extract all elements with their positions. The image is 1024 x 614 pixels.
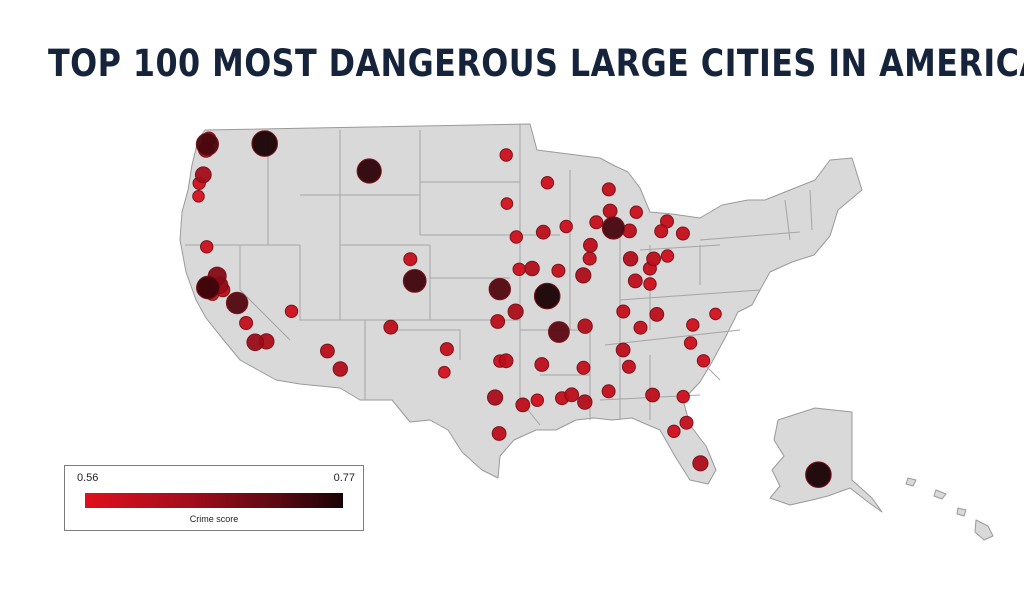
border-line (809, 189, 813, 231)
legend-max-label: 0.77 (333, 472, 355, 484)
border-line (619, 289, 761, 301)
border-line (239, 244, 291, 341)
page-title: TOP 100 MOST DANGEROUS LARGE CITIES IN A… (48, 42, 1024, 85)
city-marker (633, 320, 648, 335)
city-marker (692, 455, 709, 472)
city-marker (507, 303, 524, 320)
city-marker (667, 424, 681, 438)
border-line (784, 199, 791, 241)
city-marker (194, 166, 212, 184)
city-marker (512, 262, 526, 276)
city-marker (559, 219, 573, 234)
hawaii-island (974, 519, 994, 541)
city-marker (679, 415, 694, 430)
city-marker (320, 343, 335, 359)
legend-min-label: 0.56 (77, 472, 99, 484)
city-marker (403, 252, 418, 267)
city-marker (654, 224, 669, 239)
city-marker (499, 148, 513, 162)
border-line (395, 329, 461, 360)
city-marker (676, 389, 690, 404)
city-marker (383, 319, 399, 335)
city-marker (696, 354, 711, 368)
alaska-outline (769, 407, 883, 513)
city-marker (564, 387, 580, 403)
alaska (769, 407, 883, 513)
city-marker (548, 321, 570, 343)
city-marker (583, 237, 598, 253)
city-marker (602, 203, 618, 219)
city-marker (439, 342, 454, 357)
city-marker (332, 361, 348, 377)
city-marker (200, 240, 214, 254)
city-marker (192, 190, 205, 203)
city-marker (535, 224, 551, 240)
city-marker (629, 205, 643, 219)
hawaii (905, 477, 994, 541)
city-marker (686, 318, 700, 332)
border-line (639, 244, 721, 251)
city-marker (540, 176, 555, 190)
city-marker (601, 182, 616, 197)
city-marker (709, 307, 722, 321)
city-marker (498, 353, 514, 369)
city-marker (621, 359, 636, 374)
hawaii-kauai (905, 477, 917, 487)
city-marker (660, 249, 675, 263)
city-marker (488, 277, 511, 301)
city-marker (601, 384, 616, 399)
city-marker (615, 342, 631, 358)
legend-title: Crime score (189, 514, 239, 524)
border-line (699, 231, 801, 241)
city-marker (515, 397, 531, 413)
border-line (299, 245, 366, 400)
city-marker (533, 282, 561, 310)
city-marker (645, 387, 660, 403)
city-marker (490, 314, 506, 329)
city-marker (402, 269, 427, 293)
city-marker (487, 389, 504, 406)
legend: 0.56 0.77 Crime score (64, 465, 364, 531)
hawaii-oahu (933, 489, 947, 500)
city-marker (356, 158, 382, 184)
city-marker (500, 197, 514, 210)
city-marker (582, 251, 597, 266)
hawaii-maui (956, 507, 967, 517)
city-marker (622, 251, 639, 267)
city-marker (225, 291, 249, 315)
city-marker (627, 273, 643, 289)
city-marker (284, 304, 299, 318)
city-marker (576, 360, 591, 375)
city-marker (246, 333, 264, 352)
city-marker (601, 216, 626, 240)
city-marker (438, 365, 451, 379)
city-marker (509, 230, 523, 244)
city-marker (646, 251, 661, 267)
border-line (604, 329, 741, 346)
contiguous-us-landmass (179, 123, 863, 485)
city-marker (577, 318, 593, 334)
city-marker (675, 226, 690, 241)
city-marker (683, 336, 698, 350)
land-outline (179, 123, 863, 485)
city-marker (196, 275, 221, 300)
city-marker (524, 260, 540, 277)
city-marker (239, 316, 254, 330)
city-marker (534, 357, 550, 372)
city-marker (616, 304, 631, 319)
city-marker (805, 461, 832, 489)
city-marker (589, 215, 604, 230)
city-marker (649, 307, 665, 322)
city-marker (577, 394, 593, 410)
city-marker (575, 267, 592, 284)
city-marker (643, 277, 657, 291)
city-marker (530, 393, 544, 407)
city-marker (551, 263, 566, 278)
city-markers (192, 130, 832, 489)
city-marker (195, 132, 219, 156)
color-scale-bar (85, 493, 343, 508)
city-marker (251, 130, 279, 157)
city-marker (491, 426, 507, 441)
